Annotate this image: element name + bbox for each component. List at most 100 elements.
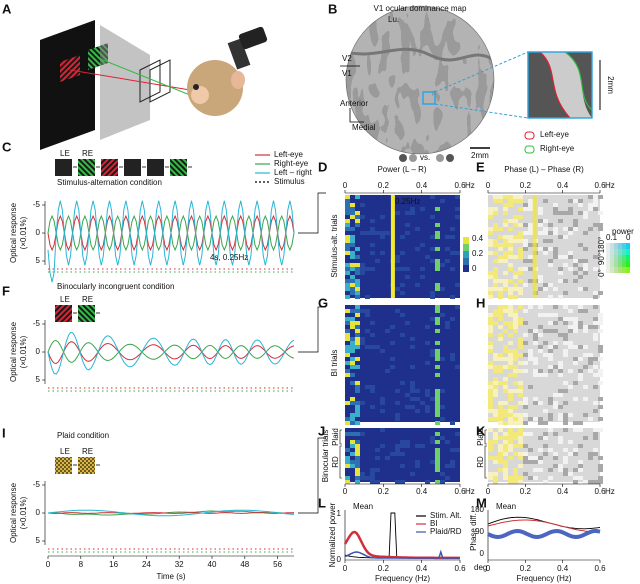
heatmap-cell [375, 480, 380, 484]
heatmap-cell [488, 313, 493, 317]
mean-phase [487, 519, 600, 533]
heatmap-cell [498, 460, 503, 464]
heatmap-cell [503, 239, 508, 243]
heatmap-cell [503, 207, 508, 211]
heatmap-cell [503, 444, 508, 448]
heatmap-cell [405, 211, 410, 215]
heatmap-cell [435, 480, 440, 484]
heatmap-cell [380, 251, 385, 255]
heatmap-cell [518, 271, 523, 275]
heatmap-cell [498, 247, 503, 251]
trace [47, 341, 295, 365]
heatmap-cell [553, 452, 558, 456]
heatmap-cell [543, 421, 548, 425]
heatmap-cell [493, 211, 498, 215]
x-tick-label: 0 [486, 487, 491, 496]
colorbar-cell [622, 243, 626, 249]
heatmap-cell [563, 279, 568, 283]
heatmap-cell [488, 365, 493, 369]
heatmap-cell [508, 251, 513, 255]
x-tick-label: 0 [486, 181, 491, 190]
heatmap-cell [435, 365, 440, 369]
stimulus-square [78, 305, 95, 322]
heatmap-cell [350, 421, 355, 425]
heatmap-cell [355, 287, 360, 291]
panel-label: C [2, 139, 12, 154]
heatmap-cell [415, 227, 420, 231]
heatmap-cell [538, 247, 543, 251]
heatmap-cell [508, 389, 513, 393]
heatmap-cell [598, 373, 603, 377]
heatmap-cell [345, 235, 350, 239]
heatmap-cell [440, 436, 445, 440]
heatmap-cell [518, 428, 523, 432]
heatmap-cell [493, 456, 498, 460]
heatmap-cell [573, 361, 578, 365]
heatmap-cell [583, 385, 588, 389]
heatmap-cell [430, 349, 435, 353]
heatmap-cell [440, 405, 445, 409]
heatmap-cell [355, 405, 360, 409]
heatmap-cell [405, 444, 410, 448]
heatmap-cell [488, 317, 493, 321]
legend-label: Stimulus [274, 177, 305, 186]
heatmap-cell [508, 421, 513, 425]
heatmap-cell [588, 325, 593, 329]
heatmap-cell [548, 283, 553, 287]
heatmap-cell [583, 259, 588, 263]
legend-label: Left – right [274, 168, 313, 177]
colorbar-step [463, 258, 469, 265]
heatmap-cell [518, 456, 523, 460]
heatmap-cell [345, 448, 350, 452]
heatmap-cell [508, 444, 513, 448]
heatmap-cell [400, 444, 405, 448]
heatmap-cell [523, 341, 528, 345]
heatmap-cell [380, 215, 385, 219]
heatmap-cell [528, 417, 533, 421]
heatmap-cell [488, 231, 493, 235]
heatmap-cell [488, 321, 493, 325]
colorbar-label: 90° [597, 253, 606, 265]
heatmap-cell [518, 199, 523, 203]
heatmap-cell [518, 321, 523, 325]
heatmap-cell [523, 369, 528, 373]
heatmap-cell [518, 385, 523, 389]
heatmap-cell [415, 460, 420, 464]
heatmap-cell [533, 337, 538, 341]
heatmap-cell [345, 219, 350, 223]
x-tick-label: 0.6 [454, 181, 466, 190]
y-tick-label: 180 [471, 505, 485, 514]
heatmap-cell [420, 275, 425, 279]
heatmap-cell [513, 349, 518, 353]
heatmap-cell [513, 417, 518, 421]
heatmap-cell [563, 413, 568, 417]
panel-title: Mean [496, 502, 516, 511]
heatmap-cell [598, 428, 603, 432]
heatmap-cell [488, 385, 493, 389]
heatmap-cell [410, 397, 415, 401]
heatmap-cell [440, 199, 445, 203]
heatmap-cell [548, 357, 553, 361]
y-tick-label: 5 [36, 256, 41, 265]
heatmap-cell [395, 211, 400, 215]
heatmap-cell [355, 247, 360, 251]
heatmap-cell [563, 227, 568, 231]
heatmap-cell [380, 397, 385, 401]
heatmap-cell [513, 313, 518, 317]
x-unit-label: Hz [465, 181, 475, 190]
heatmap-cell [578, 259, 583, 263]
heatmap-cell [578, 476, 583, 480]
heatmap-cell [513, 283, 518, 287]
heatmap-cell [583, 436, 588, 440]
heatmap-cell [583, 231, 588, 235]
heatmap-cell [578, 460, 583, 464]
heatmap-cell [573, 321, 578, 325]
heatmap-cell [355, 440, 360, 444]
heatmap-cell [400, 381, 405, 385]
heatmap-cell [360, 215, 365, 219]
heatmap-cell [435, 353, 440, 357]
heatmap-cell [370, 472, 375, 476]
heatmap-cell [558, 405, 563, 409]
x-tick-label: 0.4 [557, 487, 569, 496]
heatmap-cell [518, 413, 523, 417]
